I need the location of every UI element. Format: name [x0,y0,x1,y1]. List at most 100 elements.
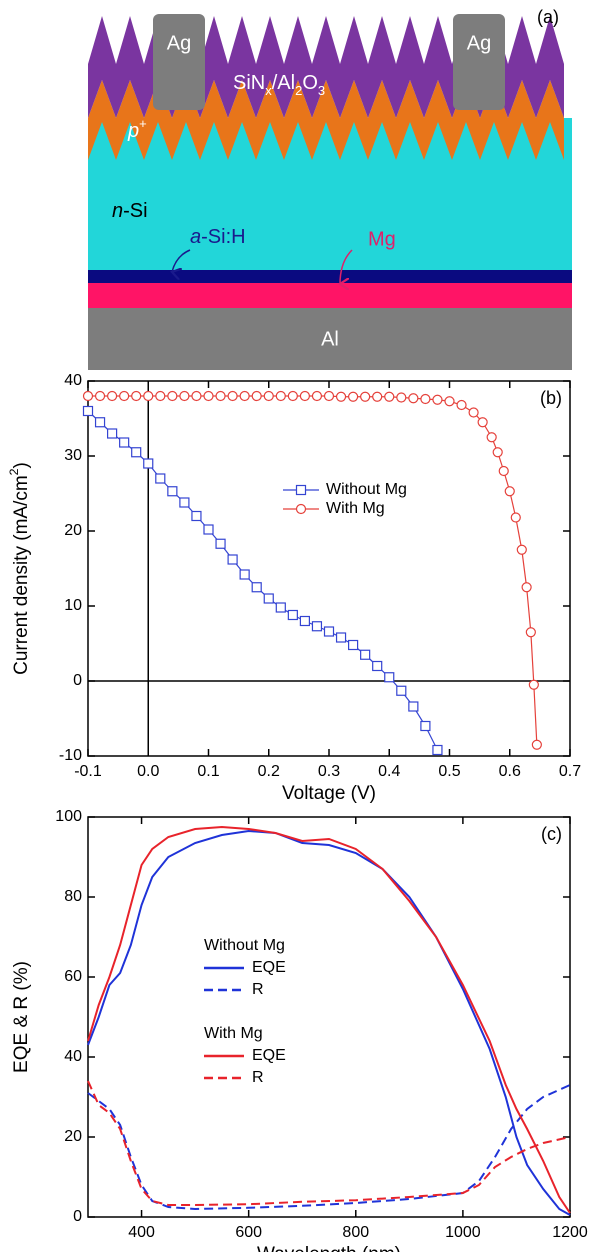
data-point [119,437,130,448]
data-point [263,390,274,402]
legend-label: With Mg [326,500,385,517]
data-point [432,744,443,756]
data-line [87,829,571,1216]
data-point [323,390,335,402]
data-point [239,390,250,402]
layer-label: p+ [127,116,147,142]
data-point [335,391,347,402]
data-point [143,390,154,402]
data-point [420,720,431,732]
text-part: n [112,200,123,222]
x-axis-title: Wavelength (nm) [257,1244,401,1252]
data-point [468,407,479,418]
data-point [167,486,178,497]
legend-group-title: With Mg [204,1025,263,1042]
data-point [384,391,395,402]
text-part: + [139,116,147,131]
data-point [311,621,323,632]
data-point [179,390,190,402]
data-point [311,390,323,402]
text-part: a [190,226,201,248]
y-tick-label: 20 [64,1128,82,1145]
data-point [372,391,383,402]
y-tick-label: 10 [64,597,82,614]
data-point [420,393,431,405]
mg-layer [88,283,572,308]
plot-frame [87,816,571,1218]
data-point [94,390,106,402]
data-point [82,390,94,402]
x-tick-label: 1000 [445,1224,481,1241]
x-tick-label: 800 [342,1224,369,1241]
data-line [87,410,438,751]
data-point [525,627,536,638]
x-tick-label: 0.6 [499,763,521,780]
passivation-layer [88,16,564,118]
contact-label: Ag [167,32,191,54]
data-point [119,390,130,402]
data-point [486,432,497,443]
legend-label: EQE [252,959,286,976]
data-point [131,447,142,458]
data-point [191,510,202,522]
data-point [516,544,527,555]
panel-label: (b) [540,388,562,408]
data-point [106,390,118,402]
legend-label: EQE [252,1047,286,1064]
text-part: O [302,72,318,94]
ag-contact [153,14,205,110]
data-point [94,417,106,428]
layer-label: Al [321,328,339,350]
text-part: x [265,83,272,98]
data-point [275,390,286,402]
x-tick-label: -0.1 [74,763,102,780]
data-point [227,554,238,565]
layer-label: a-Si:H [190,226,246,248]
data-point [335,632,347,643]
x-tick-label: 0.1 [197,763,219,780]
data-line [87,1084,571,1211]
data-point [477,417,488,428]
y-axis-title: Current density (mA/cm2) [7,462,32,675]
data-point [155,473,166,484]
y-tick-label: -10 [59,747,82,764]
y-tick-label: 20 [64,522,82,539]
data-point [348,391,359,402]
text-part: 2 [7,468,21,475]
data-point [396,392,407,403]
plot-frame [87,380,571,757]
data-point [360,649,371,660]
data-point [408,701,419,712]
y-tick-label: 100 [55,808,82,825]
data-point [456,399,467,411]
data-point [510,512,521,523]
data-line [87,825,571,1214]
data-point [396,685,407,696]
data-point [191,390,202,402]
text-part: p [127,120,139,142]
data-point [531,739,542,750]
text-part: -Si [123,200,147,222]
x-tick-label: 600 [235,1224,262,1241]
panel-label: (a) [537,7,559,27]
n-si-layer [88,118,572,274]
data-point [295,503,307,515]
text-part: ) [11,462,32,468]
layer-label: n-Si [112,200,148,222]
data-point [251,390,262,402]
a-si-layer [88,270,572,283]
legend-label: R [252,1069,264,1086]
data-point [287,390,298,402]
ag-contact [453,14,505,110]
data-point [215,538,226,549]
x-tick-label: 0.5 [438,763,460,780]
data-point [295,484,307,496]
arrow [172,249,191,272]
data-point [299,615,310,627]
legend-label: R [252,981,264,998]
arrow [340,249,353,284]
x-tick-label: 400 [128,1224,155,1241]
y-axis-title: EQE & R (%) [11,961,32,1073]
data-point [444,396,455,407]
data-point [203,524,214,535]
